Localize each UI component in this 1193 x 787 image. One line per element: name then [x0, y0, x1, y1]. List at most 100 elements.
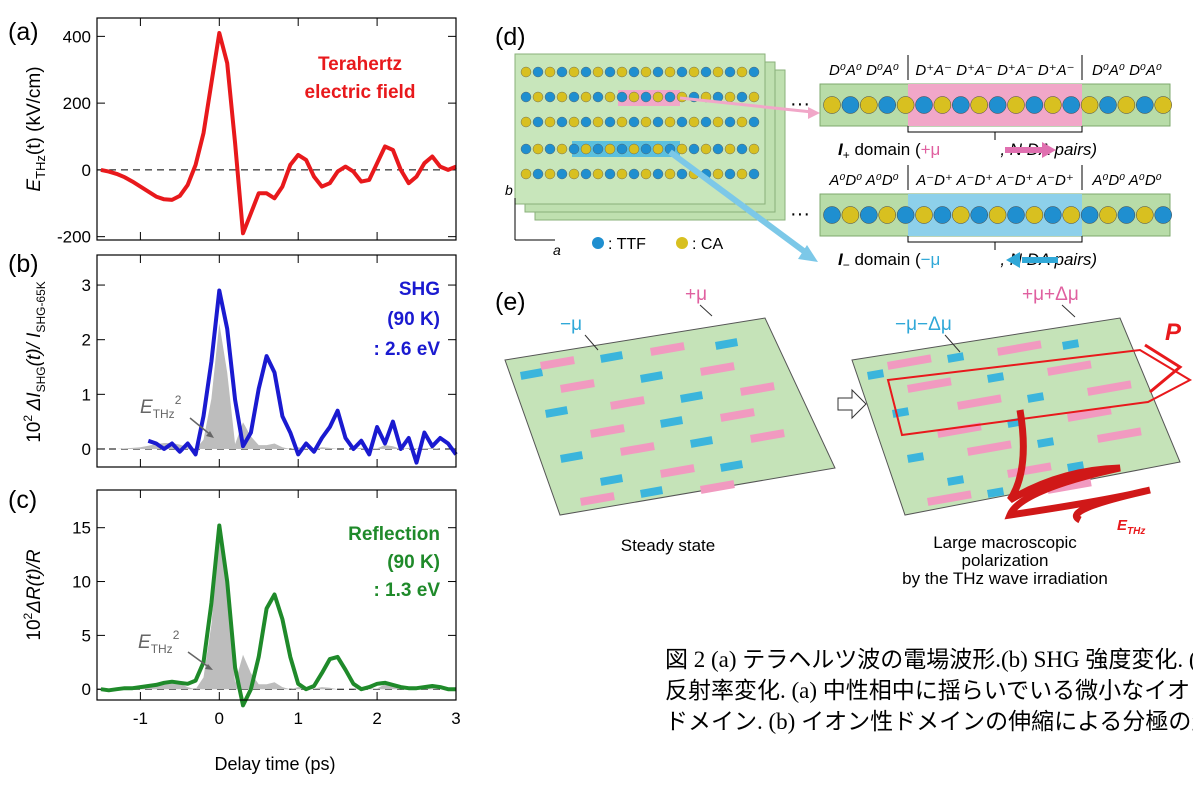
molecule: [952, 97, 969, 114]
molecule: [725, 144, 735, 154]
y-tick-label: 0: [82, 440, 91, 459]
domain-text: I− domain (−μ, N DA pairs): [838, 250, 1097, 272]
annotation: Reflection: [348, 524, 440, 545]
molecule: [533, 117, 543, 127]
dipole-label: −μ: [560, 314, 582, 335]
molecule: [842, 97, 859, 114]
molecule: [593, 92, 603, 102]
molecule: [1136, 97, 1153, 114]
molecule: [569, 144, 579, 154]
dipole-label: +μ+Δμ: [1022, 284, 1079, 305]
molecule: [677, 67, 687, 77]
molecule: [1026, 97, 1043, 114]
molecule: [641, 67, 651, 77]
molecule: [689, 67, 699, 77]
panel-e: (e) P ETHz −μ +μ −μ−Δμ +μ+Δμ Steady stat…: [495, 284, 1190, 588]
molecule: [1081, 97, 1098, 114]
annotation: : 1.3 eV: [373, 580, 440, 601]
transition-arrow: [838, 390, 866, 418]
molecule: [641, 144, 651, 154]
y-tick-label: 5: [82, 626, 91, 645]
molecule: [581, 117, 591, 127]
molecule: [641, 169, 651, 179]
molecule: [557, 144, 567, 154]
molecule: [665, 169, 675, 179]
molecule: [521, 144, 531, 154]
molecule: [725, 169, 735, 179]
molecule: [533, 67, 543, 77]
panel-label: (c): [8, 486, 37, 514]
molecule: [581, 169, 591, 179]
molecule: [1044, 97, 1061, 114]
label-part: 2: [175, 393, 182, 407]
label-part: 2: [173, 628, 180, 642]
molecule: [713, 144, 723, 154]
label-part: THz: [153, 407, 175, 421]
molecule: [897, 207, 914, 224]
molecule: [677, 169, 687, 179]
y-label-part: 10: [24, 422, 45, 443]
molecule: [860, 207, 877, 224]
molecule: [653, 169, 663, 179]
molecule: [1063, 97, 1080, 114]
domain-text: I+ domain (+μ, N DA pairs): [838, 140, 1097, 162]
line: [101, 33, 456, 233]
molecule: [653, 92, 663, 102]
molecule: [713, 117, 723, 127]
molecule: [1008, 207, 1025, 224]
text-part: domain (: [850, 250, 921, 269]
annotation: Terahertz: [318, 54, 402, 75]
molecule: [617, 67, 627, 77]
chain-label: A⁰D⁰ A⁰D⁰: [828, 172, 898, 189]
molecule: [934, 97, 951, 114]
molecule: [860, 97, 877, 114]
molecule: [1118, 207, 1135, 224]
molecule: [737, 92, 747, 102]
leader: [1062, 305, 1075, 317]
polarization-label: P: [1165, 319, 1182, 346]
y-tick-label: 0: [82, 161, 91, 180]
figure-caption: 図 2 (a) テラヘルツ波の電場波形.(b) SHG 強度変化. (c): [665, 647, 1193, 672]
panel-label: (d): [495, 23, 526, 51]
y-tick-label: 3: [82, 276, 91, 295]
y-label-part: THz: [33, 155, 48, 179]
molecule: [569, 169, 579, 179]
molecule: [725, 117, 735, 127]
molecule: [725, 67, 735, 77]
molecule: [557, 117, 567, 127]
ellipsis: ···: [790, 93, 810, 115]
caption-text: Large macroscopic: [933, 533, 1077, 552]
y-label-part: SHG: [34, 366, 48, 392]
molecule: [629, 117, 639, 127]
molecule: [737, 169, 747, 179]
molecule: [989, 97, 1006, 114]
annotation: (90 K): [387, 309, 440, 330]
molecule: [1026, 207, 1043, 224]
y-label-part: ΔR(t)/R: [24, 549, 45, 614]
y-label-part: 10: [24, 619, 45, 640]
area-label: ETHz2: [140, 393, 182, 421]
text-part: −: [843, 258, 850, 272]
x-axis-label: Delay time (ps): [214, 754, 335, 774]
panel-label: (e): [495, 288, 526, 316]
figure: -20002004000123051015-10123 (a) (b) (c) …: [0, 0, 1193, 782]
y-tick-label: -200: [57, 228, 91, 247]
plot-frame: [97, 18, 456, 240]
dipole-label: +μ: [685, 284, 707, 305]
molecule: [971, 207, 988, 224]
figure-caption: 反射率変化. (a) 中性相中に揺らいでいる微小なイオン性: [665, 678, 1193, 703]
molecule: [545, 169, 555, 179]
molecule: [605, 67, 615, 77]
molecule: [593, 169, 603, 179]
molecule: [725, 92, 735, 102]
molecule: [545, 67, 555, 77]
text-part: +μ: [921, 140, 941, 159]
charts: -20002004000123051015-10123: [57, 18, 461, 728]
molecule: [824, 97, 841, 114]
molecule: [989, 207, 1006, 224]
axis-label: a: [553, 242, 561, 258]
molecule: [1100, 207, 1117, 224]
molecule: [521, 92, 531, 102]
molecule: [629, 67, 639, 77]
dipole-label: −μ−Δμ: [895, 314, 952, 335]
